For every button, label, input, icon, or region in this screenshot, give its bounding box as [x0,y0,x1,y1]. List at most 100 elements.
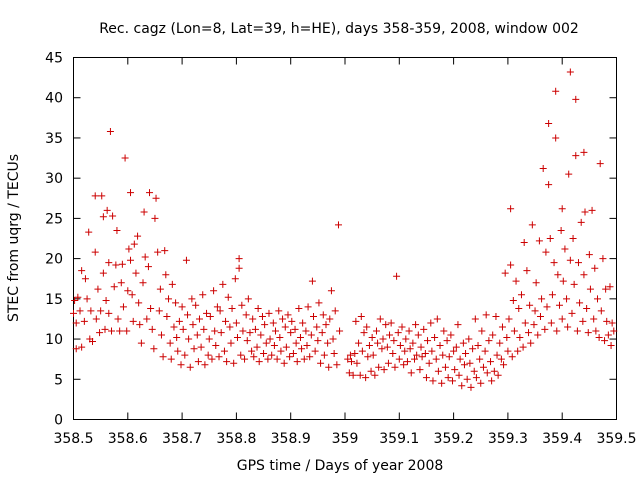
data-point [307,331,315,339]
data-point [114,315,122,323]
data-point [536,313,544,321]
data-point [510,327,518,335]
data-point [531,307,539,315]
data-point [331,307,339,315]
data-point [105,259,113,267]
data-point [474,341,482,349]
data-point [81,275,89,283]
data-point [117,279,125,287]
data-point [490,367,498,375]
data-point [440,327,448,335]
data-point [137,339,145,347]
data-point [414,331,422,339]
data-point [97,307,105,315]
data-point [257,331,265,339]
data-point [144,263,152,271]
data-point [596,160,604,168]
data-point [462,350,470,358]
data-point [168,280,176,288]
data-point [455,371,463,379]
x-tick-label: 358.6 [108,431,148,447]
data-point [255,358,263,366]
data-point [92,315,100,323]
data-point [447,331,455,339]
data-point [275,307,283,315]
data-point [151,214,159,222]
data-point [235,264,243,272]
data-point [367,367,375,375]
data-point [277,347,285,355]
data-point [394,329,402,337]
data-point [434,367,442,375]
data-point [99,213,107,221]
data-point [585,251,593,259]
data-point [543,303,551,311]
data-point [72,345,80,353]
data-point [504,347,512,355]
data-point [291,325,299,333]
data-point [110,283,118,291]
data-point [548,291,556,299]
y-tick-label: 25 [45,211,63,227]
data-point [547,319,555,327]
data-point [315,299,323,307]
data-point [101,325,109,333]
data-point [493,351,501,359]
data-point [230,359,238,367]
data-point [217,329,225,337]
data-point [78,343,86,351]
data-point [289,350,297,358]
x-tick-label: 358.7 [162,431,202,447]
data-point [271,327,279,335]
data-point [258,313,266,321]
data-point [130,240,138,248]
data-point [203,309,211,317]
data-point [204,351,212,359]
data-point [520,239,528,247]
axis-ticks [73,57,617,420]
data-point [109,212,117,220]
data-point [603,317,611,325]
data-point [197,343,205,351]
data-point [564,323,572,331]
data-point [116,327,124,335]
data-point [398,323,406,331]
data-point [580,148,588,156]
data-point [302,327,310,335]
data-point [121,154,129,162]
data-point [135,299,143,307]
data-point [427,319,435,327]
data-point [264,355,272,363]
data-point [460,361,468,369]
data-point [194,358,202,366]
data-point [387,319,395,327]
data-point [407,369,415,377]
data-point [296,333,304,341]
data-point [368,333,376,341]
data-point [141,253,149,261]
x-tick-label: 359 [332,431,359,447]
data-point [405,327,413,335]
data-point [76,307,84,315]
data-point [378,345,386,353]
data-point [71,296,79,304]
data-point [479,363,487,371]
data-point [412,321,420,329]
data-point [553,327,561,335]
data-point [287,329,295,337]
data-point [599,255,607,263]
data-point [606,283,614,291]
data-point [96,329,104,337]
data-point [431,333,439,341]
data-point [238,301,246,309]
data-point [559,277,567,285]
data-point [246,329,254,337]
data-point [249,315,257,323]
data-point [216,307,224,315]
data-point [279,315,287,323]
data-point [364,353,372,361]
data-point [422,374,430,382]
data-point [213,303,221,311]
data-point [577,218,585,226]
data-point [572,95,580,103]
